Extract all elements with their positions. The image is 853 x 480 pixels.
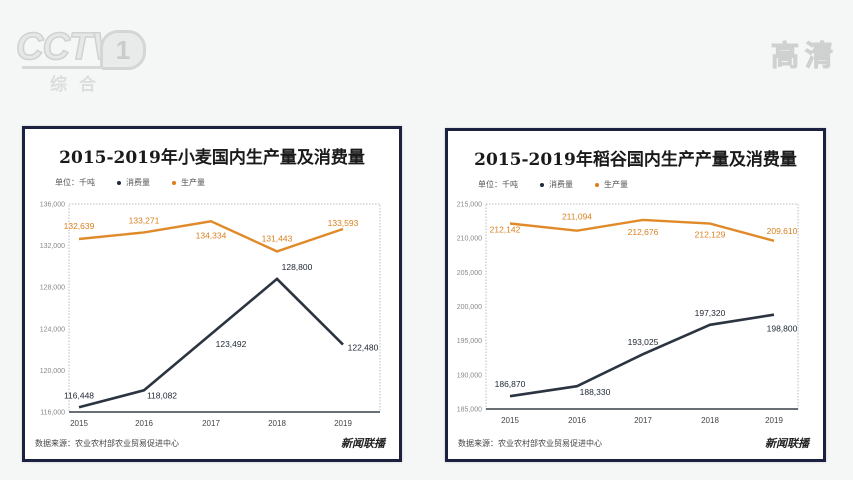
program-signature: 新闻联播: [765, 437, 809, 450]
svg-text:205,000: 205,000: [457, 270, 482, 277]
channel-subtitle: 综合: [50, 75, 108, 95]
svg-text:209,610: 209,610: [767, 226, 798, 236]
svg-text:188,330: 188,330: [580, 387, 611, 397]
svg-text:215,000: 215,000: [457, 202, 482, 209]
svg-text:2016: 2016: [568, 416, 586, 425]
legend-dot-icon: [117, 180, 121, 185]
program-signature: 新闻联播: [341, 437, 385, 450]
svg-text:212,676: 212,676: [628, 227, 659, 237]
chart-title: 2015-2019年稻谷国内生产产量及消费量: [474, 150, 797, 170]
legend-label: 生产量: [181, 178, 205, 187]
svg-text:2017: 2017: [634, 416, 652, 425]
rice-chart-panel: 2015-2019年稻谷国内生产产量及消费量 单位：千吨 消费量 生产量 185…: [445, 128, 826, 462]
rice-line-chart: 185,000 190,000 195,000 200,000 205,000 210,0…: [457, 202, 799, 425]
svg-text:2018: 2018: [701, 416, 719, 425]
svg-text:133,593: 133,593: [328, 218, 359, 228]
svg-text:195,000: 195,000: [457, 338, 482, 345]
chart-legend: 单位：千吨 消费量 生产量: [478, 179, 628, 190]
unit-label: 单位：千吨: [478, 180, 518, 189]
legend-label: 消费量: [126, 178, 150, 187]
svg-text:132,000: 132,000: [40, 243, 65, 250]
legend-dot-icon: [540, 182, 544, 187]
legend-item-consumption: 消费量: [540, 179, 573, 190]
chart-title: 2015-2019年小麦国内生产量及消费量: [59, 148, 365, 168]
svg-text:185,000: 185,000: [457, 407, 482, 414]
svg-text:212,129: 212,129: [695, 230, 726, 240]
svg-text:197,320: 197,320: [695, 308, 726, 318]
legend-label: 生产量: [604, 180, 628, 189]
svg-text:124,000: 124,000: [40, 326, 65, 333]
svg-text:190,000: 190,000: [457, 372, 482, 379]
data-source: 数据来源：农业农村部农业贸易促进中心: [35, 439, 179, 448]
svg-text:2019: 2019: [334, 419, 352, 428]
wheat-chart-panel: 2015-2019年小麦国内生产量及消费量 单位：千吨 消费量 生产量 116,…: [22, 126, 402, 462]
channel-number-badge: 1: [100, 30, 146, 70]
svg-text:211,094: 211,094: [562, 212, 592, 222]
legend-item-consumption: 消费量: [117, 177, 150, 188]
svg-text:2018: 2018: [268, 419, 286, 428]
svg-text:200,000: 200,000: [457, 304, 482, 311]
chart-legend: 单位：千吨 消费量 生产量: [55, 177, 205, 188]
svg-text:2015: 2015: [501, 416, 519, 425]
svg-text:2017: 2017: [202, 419, 220, 428]
svg-text:2015: 2015: [70, 419, 88, 428]
svg-text:128,000: 128,000: [40, 285, 65, 292]
svg-text:116,000: 116,000: [40, 410, 65, 417]
hd-badge: 高清: [770, 39, 839, 73]
legend-label: 消费量: [549, 180, 573, 189]
svg-text:133,271: 133,271: [129, 215, 160, 225]
legend-dot-icon: [595, 182, 599, 187]
svg-text:2016: 2016: [135, 419, 153, 428]
wheat-line-chart: 116,000 120,000 124,000 128,000 132,000 136,0…: [40, 202, 381, 428]
svg-text:186,870: 186,870: [495, 379, 526, 389]
cctv1-logo: CCTV 1 综合: [8, 25, 146, 96]
svg-text:193,025: 193,025: [628, 337, 659, 347]
svg-text:198,800: 198,800: [767, 324, 798, 334]
svg-text:136,000: 136,000: [40, 202, 65, 209]
svg-text:123,492: 123,492: [216, 339, 247, 349]
svg-text:128,800: 128,800: [282, 262, 313, 272]
legend-item-production: 生产量: [595, 179, 628, 190]
data-source: 数据来源：农业农村部农业贸易促进中心: [458, 439, 602, 448]
svg-text:122,480: 122,480: [348, 343, 379, 353]
svg-text:120,000: 120,000: [40, 368, 65, 375]
unit-label: 单位：千吨: [55, 178, 95, 187]
svg-text:118,082: 118,082: [147, 390, 177, 400]
svg-text:2019: 2019: [765, 416, 783, 425]
legend-dot-icon: [172, 180, 176, 185]
svg-text:131,443: 131,443: [262, 233, 293, 243]
logo-underline: [22, 66, 102, 69]
svg-text:116,448: 116,448: [64, 390, 94, 400]
svg-text:210,000: 210,000: [457, 236, 482, 243]
svg-text:132,639: 132,639: [64, 221, 95, 231]
svg-text:212,142: 212,142: [490, 225, 521, 235]
svg-text:134,334: 134,334: [196, 230, 227, 240]
legend-item-production: 生产量: [172, 177, 205, 188]
